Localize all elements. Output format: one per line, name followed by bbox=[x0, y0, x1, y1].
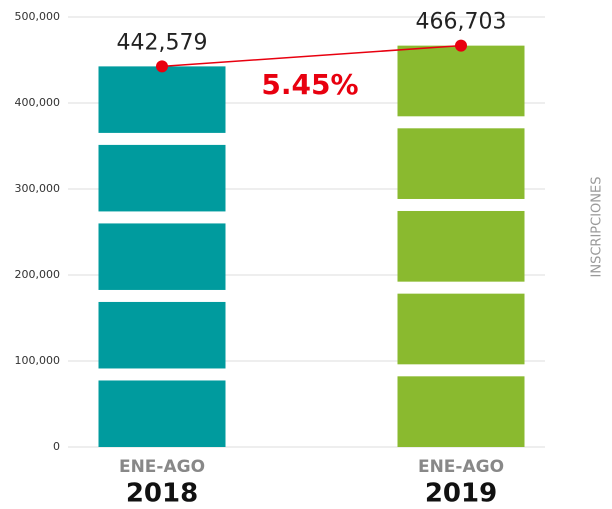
bar-segment bbox=[397, 293, 525, 365]
x-tick-label: 2019 bbox=[425, 479, 497, 509]
x-tick-label: ENE-AGO bbox=[119, 457, 205, 477]
bar-segment bbox=[98, 380, 226, 447]
bar bbox=[397, 45, 525, 447]
y-tick-label: 400,000 bbox=[15, 96, 61, 109]
bar-segment bbox=[98, 66, 226, 133]
bar-segment bbox=[397, 210, 525, 282]
bar-segment bbox=[98, 144, 226, 212]
y-tick-label: 300,000 bbox=[15, 182, 61, 195]
annotation: 5.45% bbox=[261, 68, 358, 101]
value-label: 466,703 bbox=[416, 10, 507, 35]
y-axis-label: INSCRIPCIONES bbox=[590, 177, 605, 278]
y-tick-label: 200,000 bbox=[15, 268, 61, 281]
x-tick-label: ENE-AGO bbox=[418, 457, 504, 477]
y-tick-label: 0 bbox=[53, 440, 60, 453]
bar-segment bbox=[397, 376, 525, 447]
bar-segment bbox=[397, 45, 525, 117]
dot bbox=[156, 60, 168, 73]
bar bbox=[98, 66, 226, 447]
bar-segment bbox=[98, 301, 226, 369]
y-tick-label: 100,000 bbox=[15, 354, 61, 367]
bar-segment bbox=[397, 128, 525, 199]
dot bbox=[455, 39, 467, 52]
x-tick-label: 2018 bbox=[126, 479, 198, 509]
bar-segment bbox=[98, 223, 226, 290]
value-label: 442,579 bbox=[117, 30, 208, 55]
line bbox=[161, 44, 462, 68]
y-tick-label: 500,000 bbox=[15, 10, 61, 23]
